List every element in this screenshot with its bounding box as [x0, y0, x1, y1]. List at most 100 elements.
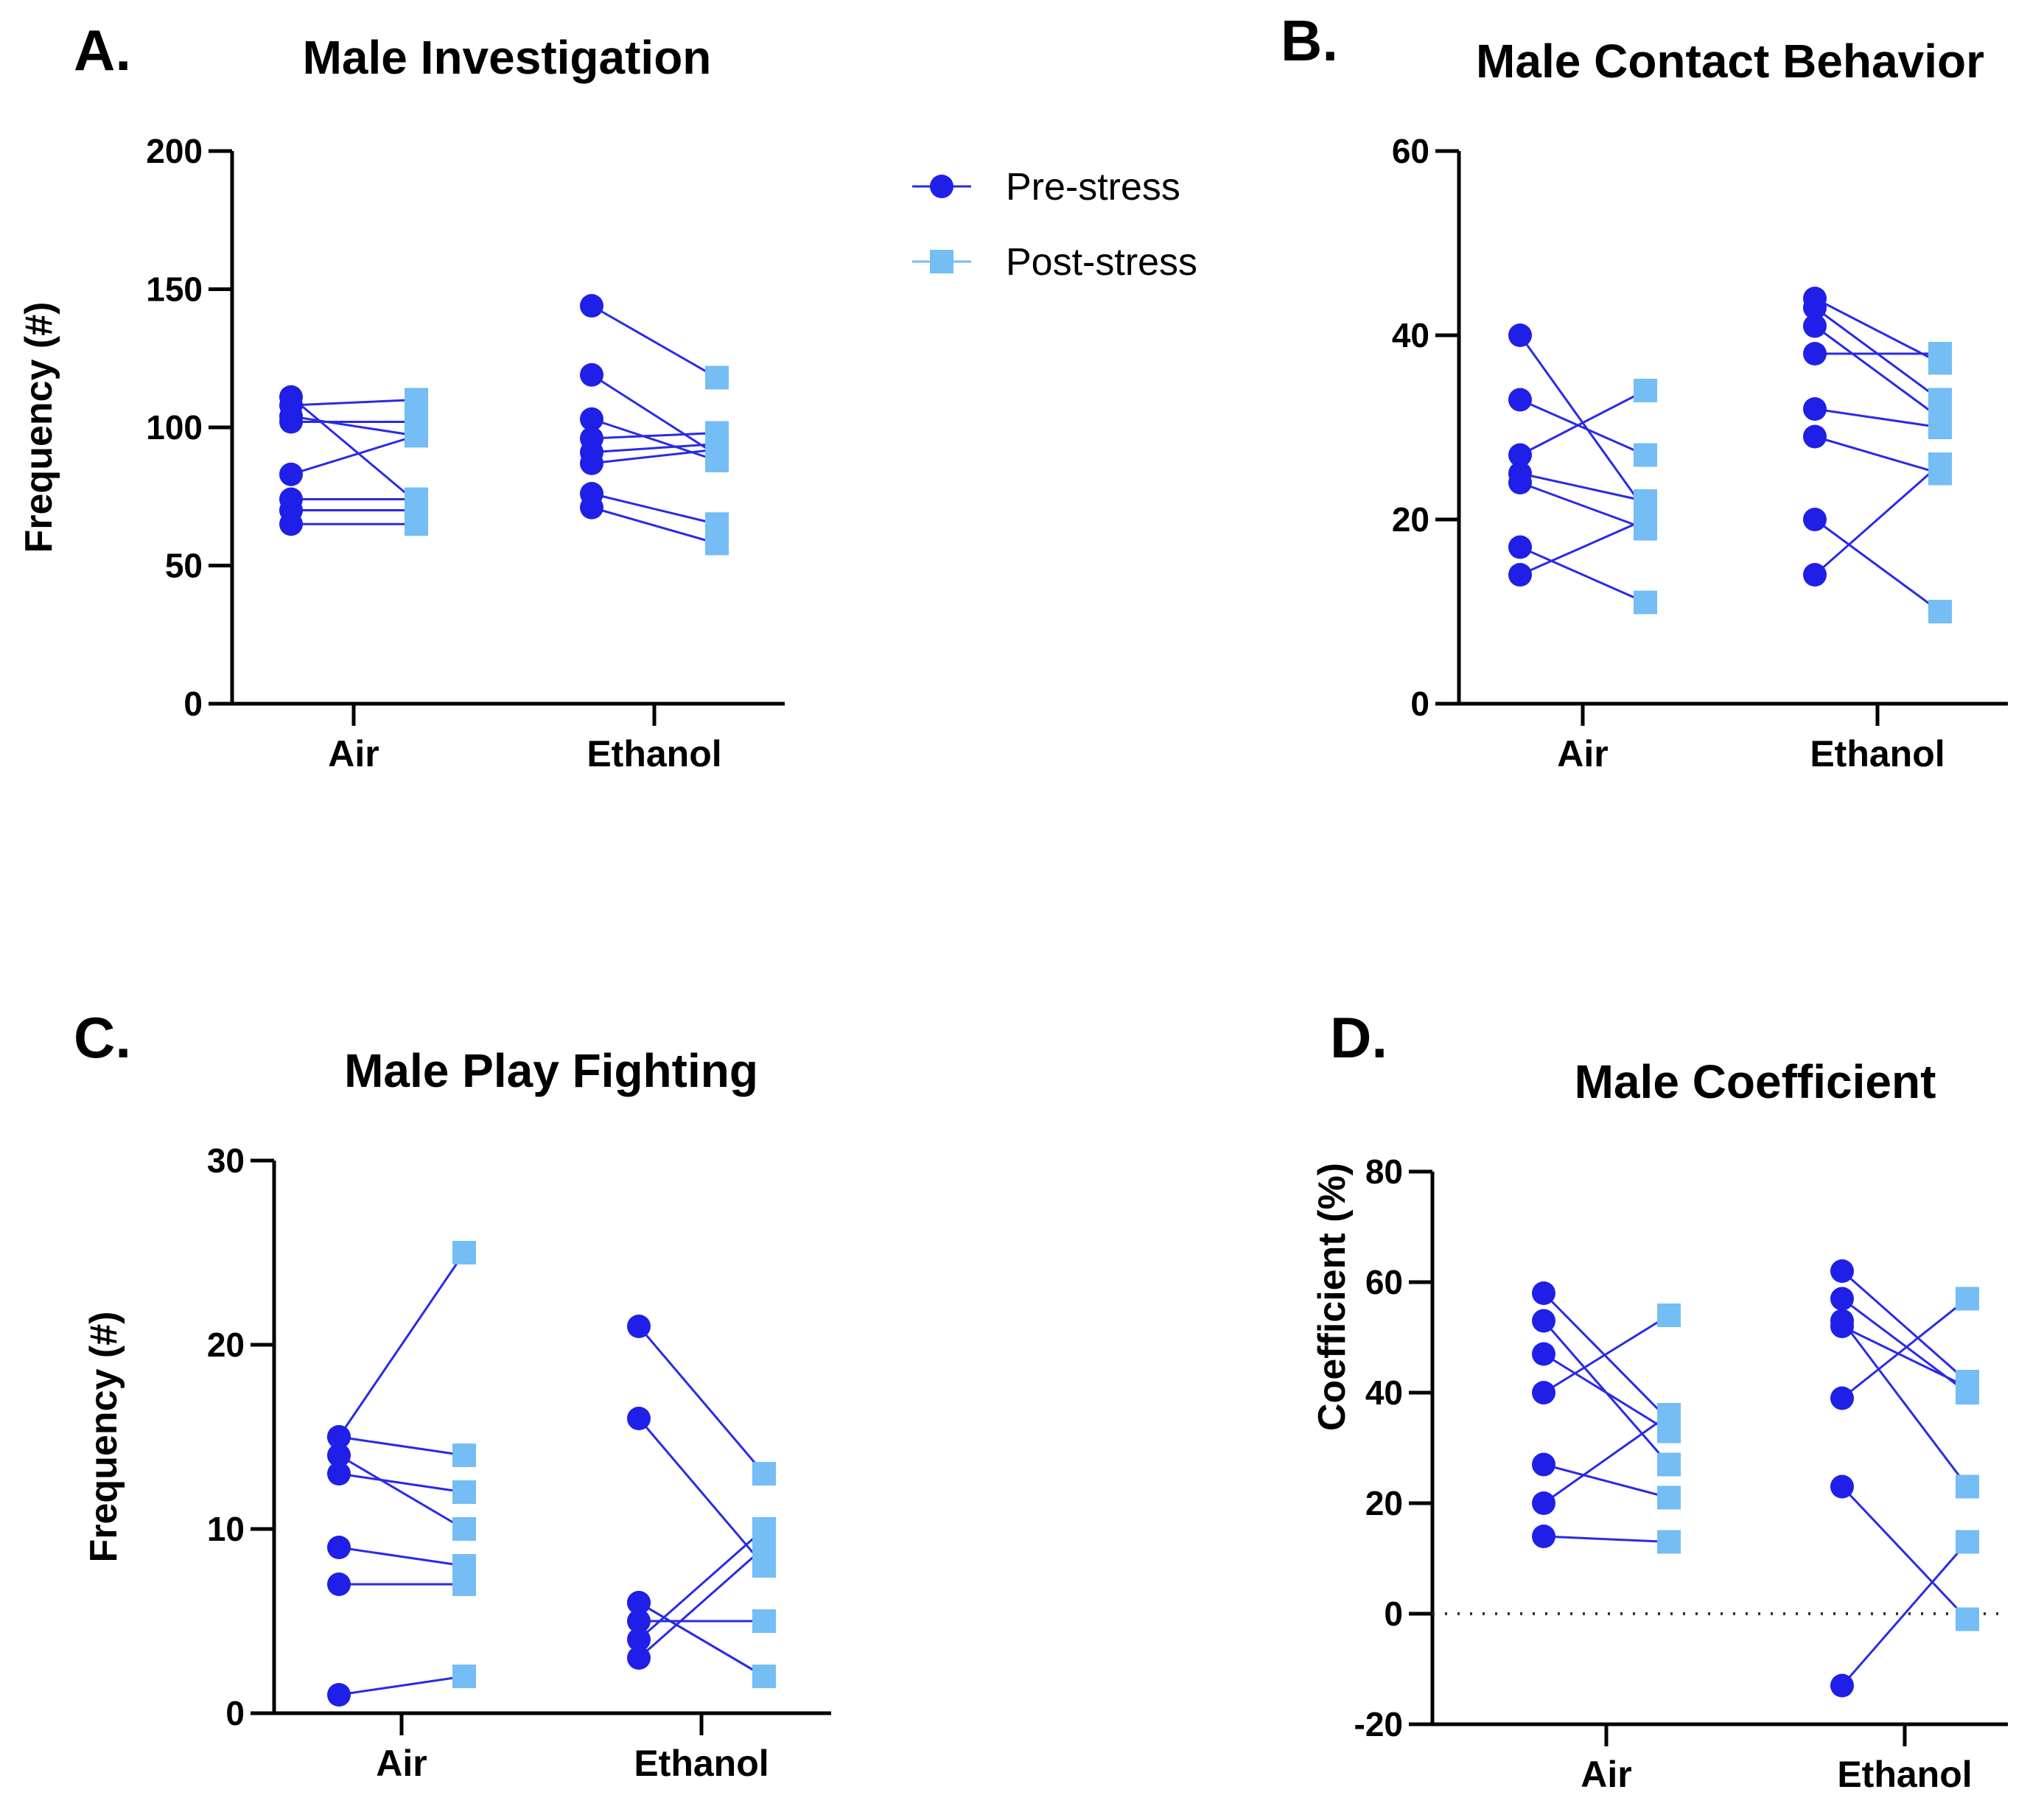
pair-line-d-0-2 — [1543, 1353, 1670, 1432]
pre-stress-point-c-1-3 — [627, 1609, 651, 1633]
pre-stress-point-c-0-2 — [327, 1444, 351, 1467]
pair-line-a-0-2 — [290, 415, 417, 437]
y-tick-label-d-5: 80 — [1365, 1152, 1403, 1191]
pair-line-d-0-0 — [1542, 1292, 1670, 1421]
panel-title-d: Male Coefficient — [1575, 1055, 1936, 1108]
pair-line-a-1-0 — [591, 304, 718, 379]
pre-stress-point-b-1-4 — [1803, 397, 1827, 421]
pair-line-b-0-5 — [1519, 546, 1646, 603]
pair-line-d-1-4 — [1841, 1298, 1968, 1399]
x-tick-label-c-1: Ethanol — [634, 1743, 769, 1784]
legend-marker-pre-stress — [930, 175, 953, 198]
plot-area-a: 0 50 100 150 200 Air Ethanol — [146, 132, 785, 774]
panel-a: A. Male Investigation Frequency (#) 0 50 1… — [18, 18, 785, 774]
post-stress-point-b-0-1 — [1634, 443, 1657, 467]
pre-stress-point-b-1-1 — [1803, 295, 1827, 320]
pair-line-a-1-4 — [591, 443, 718, 454]
y-tick-label-a-4: 200 — [146, 132, 203, 170]
pair-line-d-0-4 — [1543, 1463, 1670, 1499]
post-stress-point-d-1-2 — [1956, 1474, 1979, 1499]
post-stress-point-b-1-3 — [1928, 342, 1952, 365]
pre-stress-point-d-0-2 — [1532, 1342, 1555, 1366]
pair-line-b-0-3 — [1519, 472, 1646, 503]
legend-label-pre-stress: Pre-stress — [1006, 166, 1180, 209]
post-stress-point-d-1-5 — [1956, 1607, 1979, 1631]
panel-title-c: Male Play Fighting — [344, 1044, 758, 1097]
x-tick-label-a-1: Ethanol — [587, 733, 721, 774]
y-tick-label-b-2: 40 — [1392, 316, 1429, 354]
pre-stress-point-b-1-3 — [1803, 342, 1827, 365]
post-stress-point-a-1-7 — [705, 531, 729, 556]
y-tick-label-a-3: 150 — [146, 270, 203, 309]
legend: Pre-stress Post-stress — [912, 166, 1197, 284]
legend-entry-pre-stress: Pre-stress — [912, 166, 1180, 209]
plot-area-d: -20 0 20 40 60 80 Air Ethanol — [1354, 1152, 2008, 1795]
pre-stress-point-b-0-5 — [1508, 535, 1532, 559]
panel-title-a: Male Investigation — [303, 31, 712, 84]
post-stress-point-c-0-2 — [452, 1517, 476, 1541]
post-stress-point-c-0-6 — [452, 1665, 476, 1688]
pre-stress-point-c-0-6 — [327, 1683, 351, 1707]
pair-line-c-0-2 — [338, 1454, 465, 1530]
pair-line-c-1-4 — [638, 1528, 765, 1641]
post-stress-point-c-1-0 — [752, 1462, 776, 1486]
pre-stress-point-d-0-6 — [1532, 1525, 1555, 1548]
pair-line-b-1-7 — [1814, 463, 1941, 576]
pre-stress-point-b-0-2 — [1508, 443, 1532, 467]
legend-entry-post-stress: Post-stress — [912, 241, 1197, 284]
post-stress-point-d-1-3 — [1956, 1375, 1979, 1399]
post-stress-point-d-0-6 — [1657, 1530, 1681, 1554]
post-stress-point-b-0-6 — [1634, 508, 1657, 531]
x-tick-label-b-1: Ethanol — [1810, 733, 1945, 774]
post-stress-point-c-1-3 — [752, 1609, 776, 1633]
pre-stress-point-a-1-5 — [580, 451, 603, 475]
x-tick-label-d-1: Ethanol — [1837, 1754, 1972, 1795]
pair-line-b-0-4 — [1519, 481, 1646, 530]
pre-stress-point-b-0-1 — [1508, 388, 1532, 412]
y-tick-label-b-3: 60 — [1392, 132, 1429, 170]
pre-stress-point-c-1-5 — [627, 1646, 651, 1670]
pre-stress-point-c-1-1 — [627, 1407, 651, 1430]
pair-line-c-0-0 — [337, 1252, 466, 1438]
panel-letter-b: B. — [1281, 8, 1338, 73]
pair-line-c-1-0 — [637, 1326, 766, 1474]
pair-line-a-1-3 — [591, 432, 718, 440]
pre-stress-point-d-1-4 — [1830, 1386, 1854, 1410]
post-stress-point-c-0-3 — [452, 1480, 476, 1504]
pre-stress-point-b-0-4 — [1508, 471, 1532, 494]
pair-line-b-0-6 — [1519, 518, 1646, 576]
pair-line-b-1-6 — [1814, 518, 1941, 613]
pair-line-d-0-6 — [1543, 1535, 1670, 1543]
pre-stress-point-b-1-6 — [1803, 508, 1827, 531]
post-stress-point-b-0-5 — [1634, 590, 1657, 615]
y-tick-label-d-1: 0 — [1384, 1595, 1403, 1633]
pair-line-b-1-5 — [1814, 435, 1941, 475]
panel-letter-d: D. — [1330, 1005, 1387, 1070]
y-axis-title-d: Coefficient (%) — [1311, 1163, 1354, 1431]
post-stress-point-d-1-4 — [1956, 1287, 1979, 1311]
pair-line-d-1-6 — [1841, 1541, 1969, 1687]
pre-stress-point-a-1-2 — [580, 407, 603, 431]
post-stress-point-c-0-0 — [452, 1241, 476, 1264]
pre-stress-point-c-1-4 — [627, 1628, 651, 1651]
post-stress-point-b-1-7 — [1928, 452, 1952, 476]
pre-stress-point-a-0-4 — [279, 462, 303, 486]
post-stress-point-d-0-1 — [1657, 1452, 1681, 1477]
x-tick-label-a-0: Air — [328, 733, 379, 774]
pair-line-d-1-3 — [1841, 1325, 1968, 1388]
y-tick-label-c-2: 20 — [207, 1326, 245, 1364]
pre-stress-point-b-1-2 — [1803, 314, 1827, 338]
y-tick-label-a-1: 50 — [165, 547, 203, 585]
y-tick-label-b-0: 0 — [1410, 685, 1429, 723]
pair-line-a-1-7 — [591, 506, 718, 545]
pair-line-d-1-2 — [1841, 1320, 1969, 1488]
panel-c: C. Male Play Fighting Frequency (#) 0 10 2… — [74, 1005, 831, 1784]
pre-stress-point-d-1-6 — [1830, 1673, 1854, 1698]
post-stress-point-a-1-5 — [705, 438, 729, 461]
pre-stress-point-a-0-7 — [279, 512, 303, 536]
post-stress-point-c-0-1 — [452, 1444, 476, 1467]
panel-letter-a: A. — [74, 18, 131, 83]
post-stress-point-b-1-6 — [1928, 600, 1952, 623]
pair-line-a-1-5 — [591, 448, 718, 465]
